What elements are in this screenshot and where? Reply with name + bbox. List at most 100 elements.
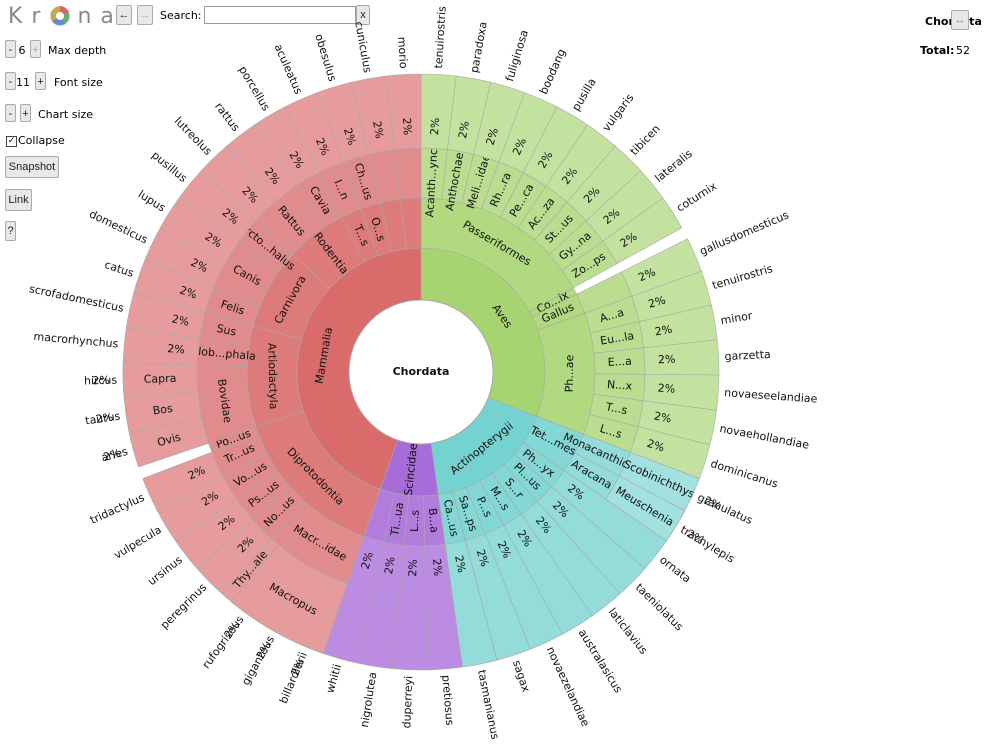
leaf-label: duperreyi [400, 676, 415, 729]
leaf-label: boodang [537, 47, 568, 96]
leaf-label: taurus [84, 409, 121, 427]
logo-text-right: na [77, 4, 123, 29]
search-label: Search: [160, 9, 202, 22]
leaf-percent: 2% [406, 559, 420, 577]
back-button[interactable]: ← [116, 5, 132, 25]
node-label: Ti...ua [388, 501, 406, 537]
chart-center[interactable] [348, 299, 494, 445]
node-label: T...s [604, 400, 629, 417]
leaf-label: obesulus [312, 32, 339, 83]
leaf-percent: 2% [456, 120, 472, 139]
leaf-percent: 2% [341, 126, 359, 146]
chart-size-decrease-button[interactable]: - [5, 104, 16, 122]
wedge-morio[interactable] [385, 73, 422, 150]
leaf-label: aries [100, 445, 130, 465]
leaf-percent: 2% [428, 117, 442, 135]
max-depth-value: 6 [18, 44, 26, 57]
leaf-label: trachylepis [678, 523, 737, 566]
node-label: Scincidae [402, 442, 420, 496]
leaf-percent: 2% [359, 550, 376, 570]
node-label: Bos [152, 402, 174, 418]
leaf-percent: 2% [102, 447, 122, 464]
leaf-percent: 2% [474, 548, 492, 569]
max-depth-increase-button[interactable]: + [30, 40, 41, 58]
node-label: E...a [607, 355, 632, 369]
leaf-percent: 2% [92, 374, 110, 387]
node-label: Sus [215, 322, 237, 339]
help-button[interactable]: ? [5, 221, 16, 241]
leaf-label: garzetta [724, 348, 771, 363]
leaf-percent: 2% [178, 284, 199, 302]
max-depth-decrease-button[interactable]: - [5, 40, 16, 58]
node-label: Ovis [156, 430, 183, 449]
leaf-label: laticlavius [606, 606, 651, 658]
node-label: N...x [607, 378, 634, 393]
focus-expand-button[interactable]: ↔ [951, 10, 969, 30]
search-clear-button[interactable]: x [356, 5, 370, 25]
leaf-label: rufogriseus [200, 613, 247, 671]
leaf-label: ornata [657, 553, 693, 585]
leaf-percent: 2% [95, 411, 114, 426]
leaf-percent: 2% [167, 342, 186, 357]
chart-size-label: Chart size [38, 108, 94, 121]
forward-button[interactable]: → [137, 5, 153, 25]
leaf-label: granulatus [695, 491, 754, 527]
leaf-label: tridactylus [88, 491, 147, 527]
leaf-label: coturnix [674, 179, 719, 214]
leaf-label: novaehollandiae [719, 422, 811, 452]
leaf-label: pretiosus [439, 674, 456, 726]
link-button[interactable]: Link [5, 189, 32, 211]
leaf-label: paradoxa [468, 21, 490, 74]
chart-size-increase-button[interactable]: + [20, 104, 31, 122]
node-label: L...s [408, 509, 422, 532]
font-size-decrease-button[interactable]: - [5, 72, 16, 90]
leaf-label: pusilla [569, 76, 598, 113]
leaf-label: minor [720, 309, 754, 327]
leaf-percent: 2% [382, 556, 398, 575]
node-label: Ph...ae [563, 354, 576, 392]
leaf-percent: 2% [654, 323, 673, 339]
leaf-label: novaeseelandiae [724, 386, 818, 405]
leaf-percent: 2% [430, 558, 444, 576]
leaf-label: tenuirostris [432, 6, 449, 69]
leaf-label: lutreolus [172, 114, 215, 158]
node-label: Bovidae [215, 378, 234, 424]
leaf-percent: 2% [484, 126, 502, 146]
font-size-label: Font size [54, 76, 103, 89]
leaf-label: whitii [324, 663, 345, 695]
collapse-checkbox[interactable]: ✓ [6, 136, 17, 147]
leaf-label: ursinus [145, 553, 185, 588]
node-label: Acanth...ynchus [423, 129, 441, 218]
leaf-label: peregrinus [158, 581, 209, 632]
leaf-label: tasmanianus [475, 669, 502, 741]
leaf-label: porcellus [236, 64, 273, 114]
leaf-label: morio [395, 36, 410, 69]
leaf-label: lupus [136, 188, 168, 215]
leaf-label: tibicen [628, 122, 663, 158]
leaf-percent: 2% [657, 382, 675, 396]
leaf-label: nigrolutea [358, 671, 380, 728]
leaf-label: cuniculus [352, 21, 374, 75]
leaf-percent: 2% [510, 136, 529, 157]
leaf-percent: 2% [647, 293, 667, 310]
leaf-label: gallusdomesticus [698, 208, 791, 258]
leaf-label: giganteus [239, 633, 277, 687]
font-size-increase-button[interactable]: + [35, 72, 46, 90]
leaf-percent: 2% [370, 120, 386, 139]
node-label: Artiodactyla [265, 343, 280, 410]
search-input[interactable] [204, 6, 356, 24]
krona-logo: Kr na [8, 4, 123, 29]
max-depth-label: Max depth [48, 44, 107, 57]
font-size-value: 11 [16, 76, 30, 89]
wedge-coturnix[interactable] [602, 197, 683, 265]
snapshot-button[interactable]: Snapshot [5, 156, 59, 178]
leaf-label: domesticus [87, 207, 150, 246]
wedge-giganteus[interactable] [259, 622, 291, 641]
chart-root-label: Chordata [393, 365, 450, 378]
collapse-label: Collapse [18, 134, 65, 147]
node-label: Eu...la [599, 329, 635, 348]
leaf-label: vulpecula [112, 523, 164, 562]
node-label: B...a [426, 508, 441, 534]
leaf-percent: 2% [452, 554, 468, 574]
